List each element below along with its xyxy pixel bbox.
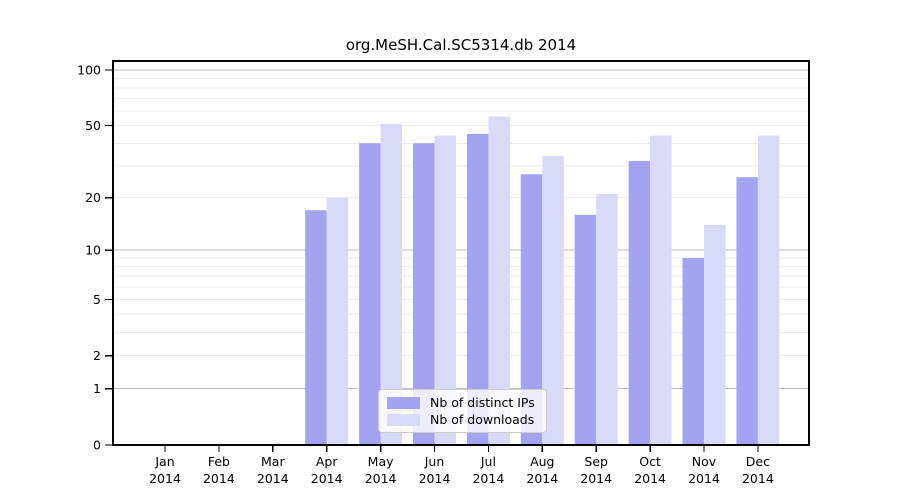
bar-distinct-ips-sep: [574, 214, 597, 445]
x-tick-label-month-dec: Dec: [746, 454, 770, 469]
bar-distinct-ips-aug: [520, 174, 543, 445]
x-tick-label-year-dec: 2014: [742, 471, 774, 486]
bar-distinct-ips-dec: [736, 177, 758, 445]
x-tick-label-month-jun: Jun: [424, 454, 445, 469]
y-tick-label-5: 5: [93, 292, 101, 307]
x-tick-label-month-apr: Apr: [316, 454, 338, 469]
x-tick-label-year-feb: 2014: [203, 471, 235, 486]
bar-downloads-aug: [542, 156, 564, 445]
bar-downloads-oct: [650, 135, 672, 445]
x-tick-label-year-apr: 2014: [311, 471, 343, 486]
y-tick-label-20: 20: [85, 190, 101, 205]
bar-downloads-nov: [704, 224, 726, 445]
x-tick-label-year-jul: 2014: [472, 471, 504, 486]
bar-distinct-ips-apr: [305, 210, 327, 445]
x-tick-label-month-may: May: [368, 454, 394, 469]
bar-downloads-jun: [434, 135, 456, 445]
x-tick-label-year-nov: 2014: [688, 471, 720, 486]
bar-distinct-ips-nov: [682, 257, 704, 445]
x-tick-label-month-sep: Sep: [584, 454, 608, 469]
bar-distinct-ips-jul: [466, 133, 489, 445]
bar-distinct-ips-oct: [628, 160, 651, 445]
x-tick-label-year-sep: 2014: [580, 471, 612, 486]
x-tick-label-month-jul: Jul: [480, 454, 496, 469]
x-tick-label-year-oct: 2014: [634, 471, 666, 486]
x-tick-label-year-aug: 2014: [526, 471, 558, 486]
chart-title: org.MeSH.Cal.SC5314.db 2014: [345, 36, 577, 54]
x-tick-label-year-mar: 2014: [257, 471, 289, 486]
y-tick-label-10: 10: [85, 243, 101, 258]
y-tick-label-100: 100: [77, 63, 101, 78]
bar-distinct-ips-may: [359, 143, 381, 445]
x-tick-label-month-oct: Oct: [639, 454, 661, 469]
y-tick-label-2: 2: [93, 348, 101, 363]
legend-item-downloads: Nb of downloads: [387, 411, 538, 428]
legend-label-downloads: Nb of downloads: [430, 412, 535, 427]
x-tick-label-year-may: 2014: [365, 471, 397, 486]
y-tick-label-50: 50: [85, 118, 101, 133]
bar-downloads-may: [380, 123, 403, 445]
bar-distinct-ips-jun: [413, 143, 435, 445]
x-tick-label-month-jan: Jan: [154, 454, 174, 469]
plot-border: [112, 60, 810, 446]
x-tick-label-year-jan: 2014: [149, 471, 181, 486]
bar-downloads-sep: [596, 193, 618, 445]
x-tick-label-month-nov: Nov: [692, 454, 717, 469]
legend-item-distinct-ips: Nb of distinct IPs: [387, 394, 538, 411]
x-tick-label-month-feb: Feb: [208, 454, 230, 469]
legend-swatch-downloads: [387, 413, 420, 426]
bar-downloads-dec: [757, 135, 780, 445]
legend-label-distinct-ips: Nb of distinct IPs: [430, 395, 535, 410]
y-tick-label-1: 1: [93, 381, 101, 396]
bar-downloads-jul: [488, 116, 510, 446]
chart-legend: Nb of distinct IPs Nb of downloads: [378, 389, 547, 433]
bar-downloads-apr: [326, 197, 349, 445]
y-tick-label-0: 0: [93, 438, 101, 453]
x-tick-label-year-jun: 2014: [419, 471, 451, 486]
legend-swatch-distinct-ips: [387, 396, 420, 409]
x-tick-label-month-mar: Mar: [261, 454, 285, 469]
x-tick-label-month-aug: Aug: [530, 454, 554, 469]
